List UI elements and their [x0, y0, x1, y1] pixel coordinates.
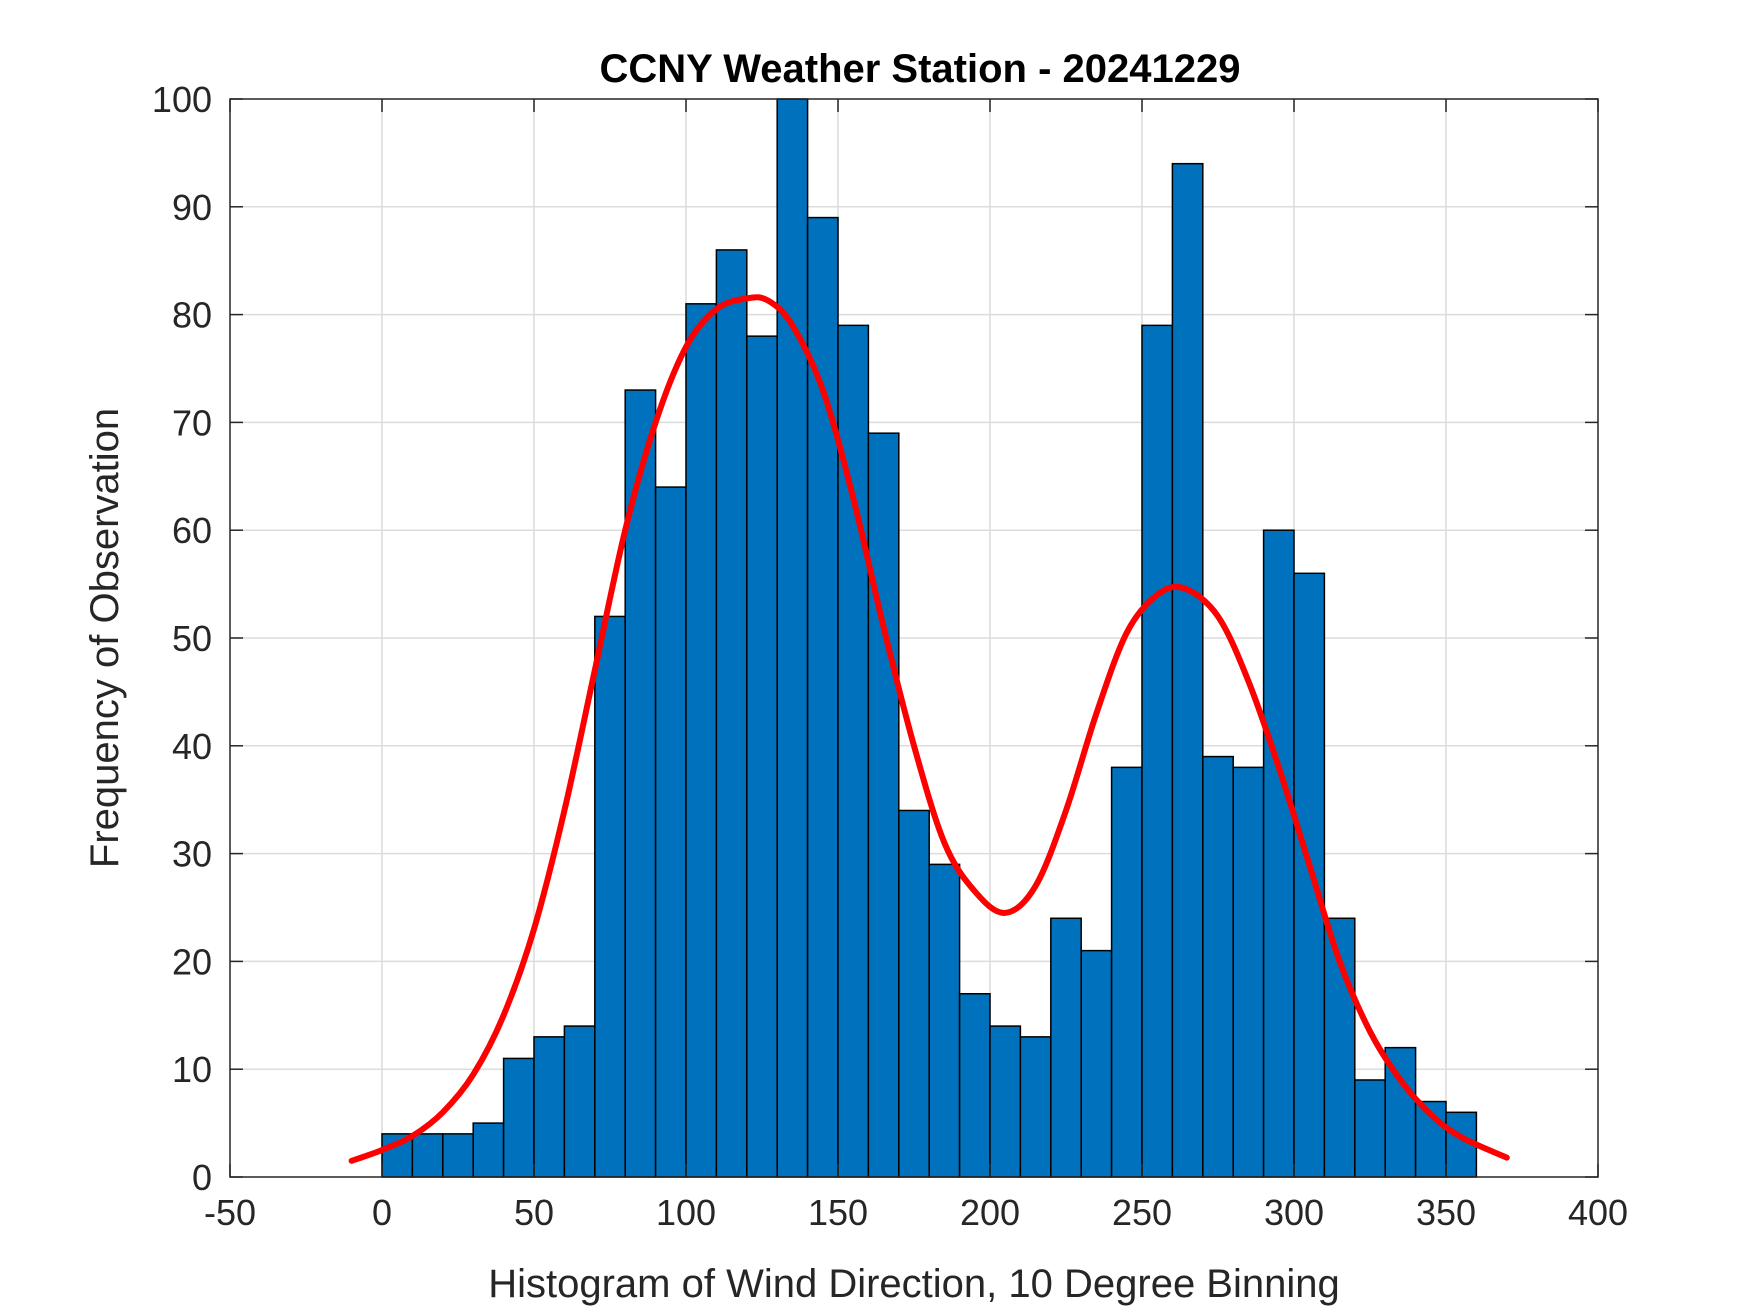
histogram-bar [533, 1036, 566, 1178]
x-tick-label: 400 [1568, 1192, 1628, 1233]
histogram-bar [1019, 1036, 1052, 1178]
histogram-bar [502, 1057, 535, 1178]
histogram-bar [867, 432, 900, 1178]
histogram-bar [442, 1133, 474, 1178]
y-tick-label: 100 [152, 79, 212, 120]
y-tick-label: 60 [172, 510, 212, 551]
y-tick-label: 10 [172, 1049, 212, 1090]
y-axis-label: Frequency of Observation [83, 408, 127, 868]
histogram-bars [381, 98, 1478, 1178]
fit-curve-group [348, 294, 1510, 1164]
x-tick-label: 150 [808, 1192, 868, 1233]
histogram-bar [1110, 766, 1143, 1178]
chart-title: CCNY Weather Station - 20241229 [600, 47, 1241, 91]
histogram-bar [746, 335, 778, 1178]
histogram-bar [1293, 572, 1326, 1178]
x-tick-label: 100 [656, 1192, 716, 1233]
histogram-bar [1171, 162, 1204, 1178]
histogram-bar [563, 1025, 596, 1178]
histogram-bar [776, 98, 809, 1178]
histogram-bar [898, 809, 930, 1178]
histogram-bar [1262, 529, 1295, 1178]
histogram-bar [958, 992, 991, 1178]
y-tick-label: 70 [172, 402, 212, 443]
histogram-bar [594, 615, 626, 1178]
histogram-bar [1141, 324, 1174, 1178]
y-tick-labels: 0 10 20 30 40 50 60 70 80 90 100 [152, 79, 212, 1198]
y-tick-label: 90 [172, 187, 212, 228]
histogram-bar [1354, 1079, 1386, 1178]
x-tick-label: -50 [204, 1192, 256, 1233]
histogram-bar [928, 863, 961, 1178]
histogram-bar [989, 1025, 1022, 1178]
histogram-bar [1232, 766, 1265, 1178]
histogram-bar [715, 249, 748, 1178]
fit-curve-line [348, 294, 1510, 1164]
y-tick-label: 50 [172, 618, 212, 659]
x-tick-label: 50 [514, 1192, 554, 1233]
histogram-bar [685, 303, 718, 1178]
x-tick-label: 200 [960, 1192, 1020, 1233]
histogram-bar [654, 486, 687, 1178]
y-tick-label: 20 [172, 941, 212, 982]
y-tick-label: 40 [172, 726, 212, 767]
x-tick-label: 0 [372, 1192, 392, 1233]
x-tick-label: 350 [1416, 1192, 1476, 1233]
histogram-bar [1202, 755, 1234, 1178]
histogram-bar [411, 1133, 444, 1178]
y-tick-label: 30 [172, 834, 212, 875]
histogram-bar [1080, 949, 1113, 1178]
histogram-bar [1050, 917, 1082, 1178]
y-tick-label: 80 [172, 295, 212, 336]
x-tick-labels: -50 0 50 100 150 200 250 300 350 400 [204, 1192, 1628, 1233]
x-axis-label: Histogram of Wind Direction, 10 Degree B… [488, 1262, 1340, 1306]
axis-ticks [229, 98, 1599, 1178]
y-tick-label: 0 [192, 1157, 212, 1198]
x-tick-label: 250 [1112, 1192, 1172, 1233]
histogram-bar [472, 1122, 505, 1178]
x-tick-label: 300 [1264, 1192, 1324, 1233]
